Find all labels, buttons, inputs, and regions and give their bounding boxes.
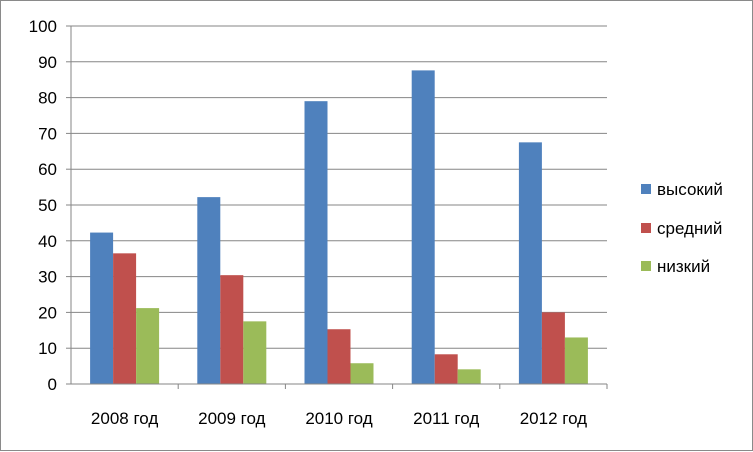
bar-низкий-2010 год — [350, 363, 374, 384]
bar-средний-2008 год — [113, 253, 137, 384]
y-tick-label: 30 — [38, 268, 57, 287]
bar-низкий-2008 год — [136, 308, 160, 384]
x-tick-label: 2008 год — [91, 409, 158, 428]
gridlines — [71, 25, 607, 349]
legend-swatch-средний — [641, 223, 651, 233]
bar-высокий-2009 год — [197, 197, 221, 384]
bar-высокий-2011 год — [411, 70, 435, 384]
x-tick-label: 2011 год — [413, 409, 479, 428]
y-tick-label: 10 — [38, 339, 57, 358]
legend-label-низкий: низкий — [657, 257, 710, 276]
y-tick-label: 60 — [38, 160, 57, 179]
bar-низкий-2011 год — [457, 369, 481, 384]
bar-высокий-2008 год — [90, 232, 114, 384]
bars — [90, 70, 588, 385]
bar-высокий-2010 год — [304, 101, 328, 385]
x-tick-label: 2010 год — [305, 409, 372, 428]
y-tick-label: 40 — [38, 232, 57, 251]
y-tick-label: 90 — [38, 53, 57, 72]
bar-средний-2009 год — [220, 275, 244, 384]
x-tick-label: 2009 год — [198, 409, 265, 428]
axes — [66, 26, 607, 385]
bar-средний-2011 год — [434, 354, 458, 384]
bar-средний-2012 год — [541, 312, 565, 384]
y-tick-label: 70 — [38, 124, 57, 143]
y-tick-label: 50 — [38, 196, 57, 215]
y-tick-label: 20 — [38, 303, 57, 322]
legend-label-высокий: высокий — [657, 180, 723, 199]
legend-label-средний: средний — [657, 219, 722, 238]
bar-средний-2010 год — [327, 329, 351, 384]
x-tick-label: 2012 год — [520, 409, 587, 428]
legend-swatch-высокий — [641, 184, 651, 194]
legend: высокий средний низкий — [641, 180, 723, 276]
bar-низкий-2012 год — [564, 337, 588, 384]
y-tick-label: 100 — [29, 17, 57, 36]
y-tick-label: 80 — [38, 89, 57, 108]
y-tick-label: 0 — [48, 375, 57, 394]
x-axis-labels: 2008 год 2009 год 2010 год 2011 год 2012 год — [91, 384, 608, 428]
bar-низкий-2009 год — [243, 321, 267, 384]
y-axis-ticks: 0 10 20 30 40 50 60 70 80 90 100 — [29, 17, 71, 394]
legend-swatch-низкий — [641, 261, 651, 271]
bar-высокий-2012 год — [518, 142, 542, 384]
